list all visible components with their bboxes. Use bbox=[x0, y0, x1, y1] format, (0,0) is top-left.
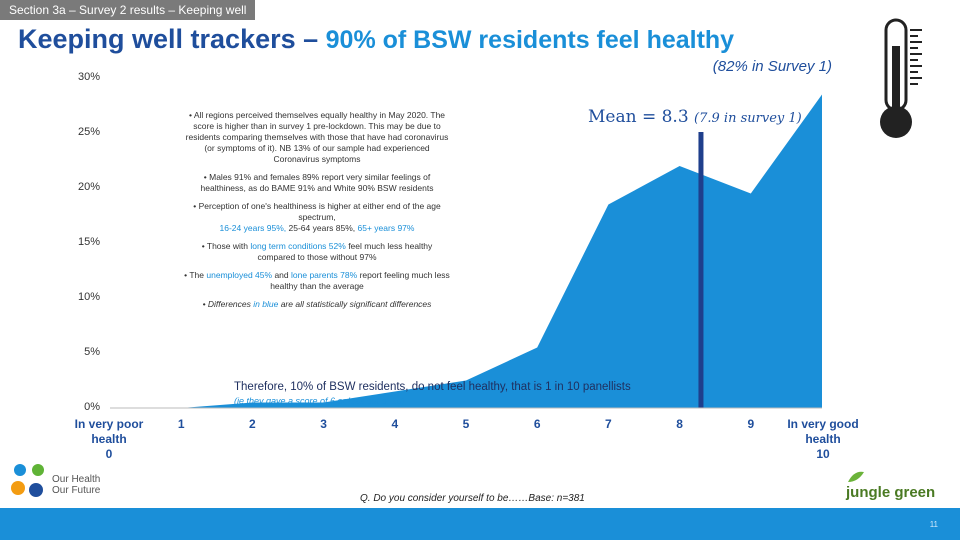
x-end-label-right-value: 10 bbox=[816, 447, 830, 461]
note-unemp-and: and bbox=[274, 270, 289, 280]
note-unemp-value: unemployed 45% bbox=[206, 270, 273, 280]
therefore-subnote: (ie they gave a score of 6 or less out o… bbox=[234, 396, 405, 406]
mean-label: Mean = 8.3 bbox=[588, 107, 689, 127]
x-tick-label: 7 bbox=[605, 417, 612, 431]
jungle-green-logo: jungle green bbox=[846, 484, 936, 501]
title-main: Keeping well trackers – bbox=[18, 24, 326, 54]
note-ltc-rest: feel much less healthy compared to those… bbox=[257, 241, 433, 262]
note-age-old: 65+ years 97% bbox=[357, 223, 415, 233]
note-sig-lead: • Differences bbox=[202, 299, 251, 309]
note-age-text: • Perception of one's healthiness is hig… bbox=[193, 201, 441, 222]
note-ltc: • Those with long term conditions 52% fe… bbox=[182, 241, 452, 263]
our-health-logo-icon bbox=[11, 464, 44, 497]
our-health-logo-text: Our Health Our Future bbox=[52, 474, 100, 496]
x-end-label-left: In very poor health 0 bbox=[64, 417, 154, 462]
note-age-young: 16-24 years 95%, bbox=[219, 223, 287, 233]
y-tick-label: 10% bbox=[77, 291, 100, 303]
x-tick-label: 8 bbox=[676, 417, 683, 431]
footer-bar bbox=[0, 508, 960, 540]
x-tick-label: 6 bbox=[533, 417, 541, 431]
title-highlight: 90% of BSW residents feel healthy bbox=[325, 26, 735, 54]
x-tick-label: 2 bbox=[249, 417, 256, 431]
x-tick-label: 5 bbox=[462, 417, 470, 431]
x-tick-label: 9 bbox=[747, 417, 755, 431]
area-series bbox=[110, 94, 822, 408]
note-significance: • Differences in blue are all statistica… bbox=[182, 299, 452, 310]
note-sig-blue: in blue bbox=[253, 299, 279, 309]
y-tick-label: 5% bbox=[84, 346, 100, 358]
note-ltc-value: long term conditions 52% bbox=[250, 241, 346, 251]
note-gender: • Males 91% and females 89% report very … bbox=[200, 172, 434, 193]
x-end-label-right-text: In very good health bbox=[787, 417, 859, 446]
logo-left-line1: Our Health bbox=[52, 474, 101, 485]
note-unemp-lead: • The bbox=[184, 270, 205, 280]
note-ltc-lead: • Those with bbox=[201, 241, 248, 251]
page-number: 11 bbox=[929, 520, 938, 529]
therefore-statement: Therefore, 10% of BSW residents, do not … bbox=[234, 381, 631, 393]
notes-panel: • All regions perceived themselves equal… bbox=[182, 110, 452, 317]
note-lone-value: lone parents 78% bbox=[291, 270, 358, 280]
x-end-label-right: In very good health 10 bbox=[778, 417, 868, 462]
note-unemployed: • The unemployed 45% and lone parents 78… bbox=[182, 270, 452, 292]
note-sig-rest: are all statistically significant differ… bbox=[280, 299, 432, 309]
mean-previous: (7.9 in survey 1) bbox=[694, 111, 802, 126]
section-tag: Section 3a – Survey 2 results – Keeping … bbox=[0, 0, 256, 20]
note-age: • Perception of one's healthiness is hig… bbox=[182, 201, 452, 234]
question-footnote: Q. Do you consider yourself to be……Base:… bbox=[360, 493, 585, 504]
logo-left-line2: Our Future bbox=[52, 485, 101, 496]
y-tick-label: 25% bbox=[77, 126, 100, 138]
x-end-label-left-text: In very poor health bbox=[74, 417, 144, 446]
survey1-comparison: (82% in Survey 1) bbox=[712, 58, 832, 75]
x-tick-label: 1 bbox=[177, 417, 185, 431]
x-tick-label: 3 bbox=[320, 417, 327, 431]
note-unemp-rest: report feeling much less healthy than th… bbox=[270, 270, 450, 291]
y-tick-label: 0% bbox=[84, 401, 100, 413]
mean-annotation: Mean = 8.3 (7.9 in survey 1) bbox=[588, 107, 802, 127]
x-tick-label: 4 bbox=[391, 417, 399, 431]
note-age-mid: 25-64 years 85%, bbox=[288, 223, 356, 233]
y-tick-label: 30% bbox=[77, 71, 100, 83]
y-tick-label: 15% bbox=[77, 236, 100, 248]
leaf-icon bbox=[848, 471, 864, 482]
page-title: Keeping well trackers – 90% of BSW resid… bbox=[18, 24, 734, 55]
note-regions: • All regions perceived themselves equal… bbox=[185, 110, 449, 164]
thermometer-icon bbox=[880, 18, 922, 138]
x-end-label-left-value: 0 bbox=[105, 447, 113, 461]
y-tick-label: 20% bbox=[77, 181, 100, 193]
